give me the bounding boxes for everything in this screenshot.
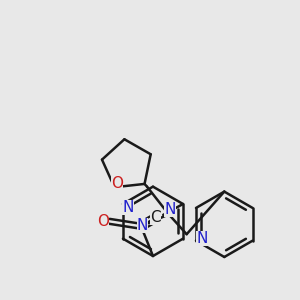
Text: N: N xyxy=(122,200,134,215)
Text: N: N xyxy=(164,202,176,217)
Text: O: O xyxy=(98,214,110,229)
Text: N: N xyxy=(137,218,148,233)
Text: N: N xyxy=(196,231,208,246)
Text: C: C xyxy=(150,210,160,225)
Text: O: O xyxy=(111,176,123,191)
